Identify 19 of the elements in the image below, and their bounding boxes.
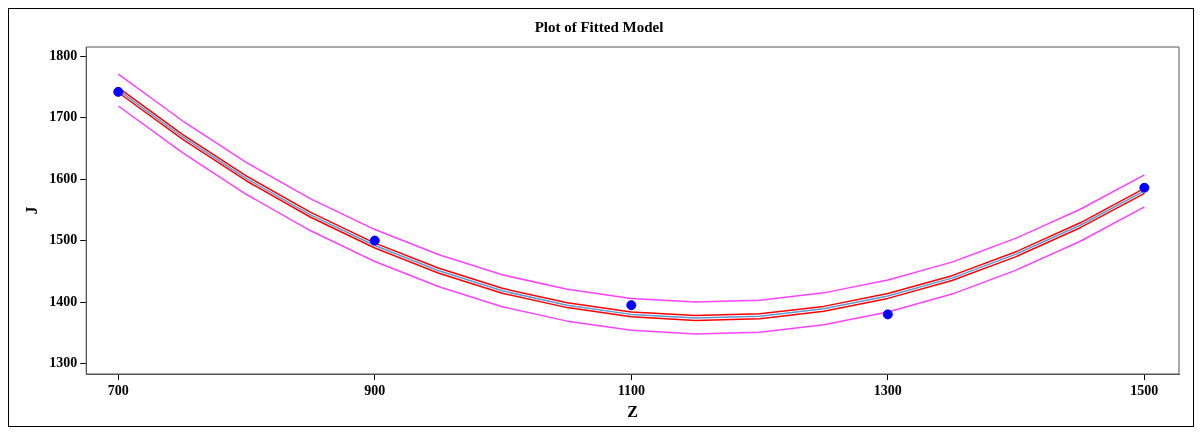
x-axis-title: Z — [627, 402, 638, 420]
y-tick-label: 1700 — [49, 109, 78, 125]
y-tick-label: 1300 — [49, 355, 78, 371]
x-tick-label: 700 — [107, 383, 129, 399]
y-tick-label: 1600 — [49, 170, 78, 186]
y-tick-label: 1400 — [49, 293, 78, 309]
y-tick-label: 1500 — [49, 232, 78, 248]
x-tick-label: 900 — [364, 383, 386, 399]
x-tick-label: 1300 — [873, 383, 902, 399]
point — [113, 86, 124, 97]
point — [1139, 182, 1150, 193]
point — [626, 300, 637, 311]
point — [369, 235, 380, 246]
x-tick-label: 1500 — [1130, 383, 1159, 399]
x-tick-label: 1100 — [617, 383, 645, 399]
y-axis-title: J — [22, 206, 40, 215]
point — [882, 309, 893, 320]
y-tick-label: 1800 — [49, 47, 78, 63]
chart-title: Plot of Fitted Model — [534, 18, 664, 35]
